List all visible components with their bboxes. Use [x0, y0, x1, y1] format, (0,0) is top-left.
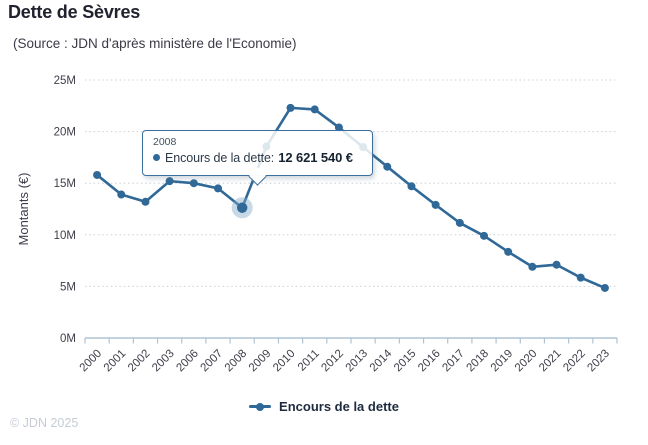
x-tick-label-2017: 2017 [440, 348, 467, 375]
data-point-2000[interactable] [93, 170, 102, 179]
y-tick-label-0M: 0M [60, 333, 76, 345]
y-tick-label-20M: 20M [54, 127, 76, 139]
x-tick-label-2016: 2016 [416, 348, 443, 375]
data-point-2022[interactable] [576, 273, 585, 282]
x-tick-label-2006: 2006 [174, 348, 201, 375]
legend-label: Encours de la dette [279, 399, 399, 414]
legend-line-marker-icon [249, 402, 272, 411]
data-point-2015[interactable] [407, 182, 416, 191]
legend[interactable]: Encours de la dette [0, 399, 648, 414]
x-tick-label-2014: 2014 [368, 347, 395, 374]
data-point-2003[interactable] [165, 177, 174, 186]
x-tick-label-2003: 2003 [150, 348, 177, 375]
data-point-2017[interactable] [455, 218, 464, 227]
tooltip-series-label: Encours de la dette: [165, 150, 275, 165]
tooltip: 2008 Encours de la dette: 12 621 540 € [142, 130, 373, 186]
x-tick-label-2021: 2021 [537, 348, 564, 375]
x-tick-label-2015: 2015 [392, 348, 419, 375]
copyright: © JDN 2025 [10, 416, 79, 430]
data-point-2018[interactable] [480, 231, 488, 240]
chart-title: Dette de Sèvres [8, 2, 141, 22]
data-point-2011[interactable] [310, 105, 319, 114]
y-axis-title: Montants (€) [16, 173, 31, 246]
series-bullet-icon [153, 154, 160, 161]
x-tick-label-2019: 2019 [489, 348, 516, 375]
x-tick-label-2023: 2023 [585, 348, 612, 375]
tooltip-year: 2008 [153, 136, 177, 148]
y-tick-label-10M: 10M [54, 230, 76, 242]
data-point-2021[interactable] [552, 260, 561, 269]
x-tick-label-2018: 2018 [465, 348, 492, 375]
tooltip-value: 12 621 540 € [278, 150, 353, 165]
x-tick-label-2002: 2002 [126, 348, 153, 375]
x-tick-label-2020: 2020 [513, 348, 540, 375]
y-tick-label-5M: 5M [60, 281, 76, 293]
tooltip-series-line: Encours de la dette: 12 621 540 € [153, 150, 362, 165]
data-point-2002[interactable] [141, 197, 150, 206]
x-tick-label-2012: 2012 [319, 348, 346, 375]
x-tick-label-2008: 2008 [223, 348, 250, 375]
y-tick-label-25M: 25M [54, 75, 76, 87]
data-point-2006[interactable] [189, 179, 198, 188]
legend-dot-icon [256, 402, 265, 411]
x-tick-label-2007: 2007 [199, 348, 226, 375]
chart-source: (Source : JDN d'après ministère de l'Eco… [13, 36, 297, 51]
data-point-2001[interactable] [117, 190, 126, 199]
data-point-2016[interactable] [431, 200, 440, 209]
x-tick-label-2000: 2000 [78, 348, 105, 375]
data-point-2012[interactable] [334, 123, 343, 132]
x-tick-label-2013: 2013 [344, 348, 371, 375]
data-point-2010[interactable] [286, 103, 295, 112]
x-tick-label-2010: 2010 [271, 348, 298, 375]
data-point-2023[interactable] [600, 283, 609, 292]
x-tick-label-2011: 2011 [296, 348, 322, 374]
data-point-2008[interactable] [236, 202, 248, 213]
x-tick-label-2009: 2009 [247, 348, 274, 375]
data-point-2014[interactable] [383, 162, 392, 171]
data-point-2019[interactable] [504, 247, 513, 256]
data-point-2020[interactable] [528, 262, 537, 271]
y-tick-label-15M: 15M [54, 178, 76, 190]
x-tick-label-2022: 2022 [561, 348, 588, 375]
x-tick-label-2001: 2001 [102, 348, 129, 375]
data-point-2007[interactable] [214, 184, 222, 193]
